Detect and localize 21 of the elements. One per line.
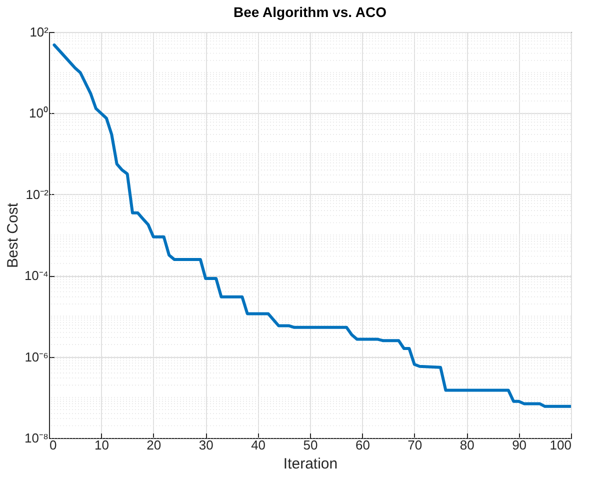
x-tick-label: 10: [94, 438, 109, 452]
y-tick-label: 10²: [30, 24, 50, 40]
y-tick-label: 10⁰: [29, 106, 48, 121]
x-tick-label: 40: [251, 438, 266, 452]
x-tick-label: 100: [550, 438, 572, 452]
y-axis-title: Best Cost: [4, 202, 22, 268]
chart-title: Bee Algorithm vs. ACO: [234, 4, 387, 20]
y-tick-label: 10⁻⁴: [24, 268, 48, 284]
x-axis-title: Iteration: [283, 456, 338, 472]
x-tick-label: 0: [50, 438, 57, 452]
x-tick-label: 60: [355, 438, 370, 452]
y-tick-label: 10⁻²: [26, 186, 50, 202]
x-tick-label: 80: [460, 438, 474, 452]
x-tick-label: 70: [408, 438, 422, 452]
y-tick-label: 10⁻⁶: [24, 349, 48, 364]
x-tick-label: 90: [512, 438, 527, 452]
line-series: [52, 43, 571, 408]
x-tick-label: 30: [198, 438, 214, 452]
x-tick-label: 20: [146, 438, 162, 452]
x-tick-label: 50: [303, 438, 318, 452]
y-tick-label: 10⁻⁸: [24, 430, 48, 446]
